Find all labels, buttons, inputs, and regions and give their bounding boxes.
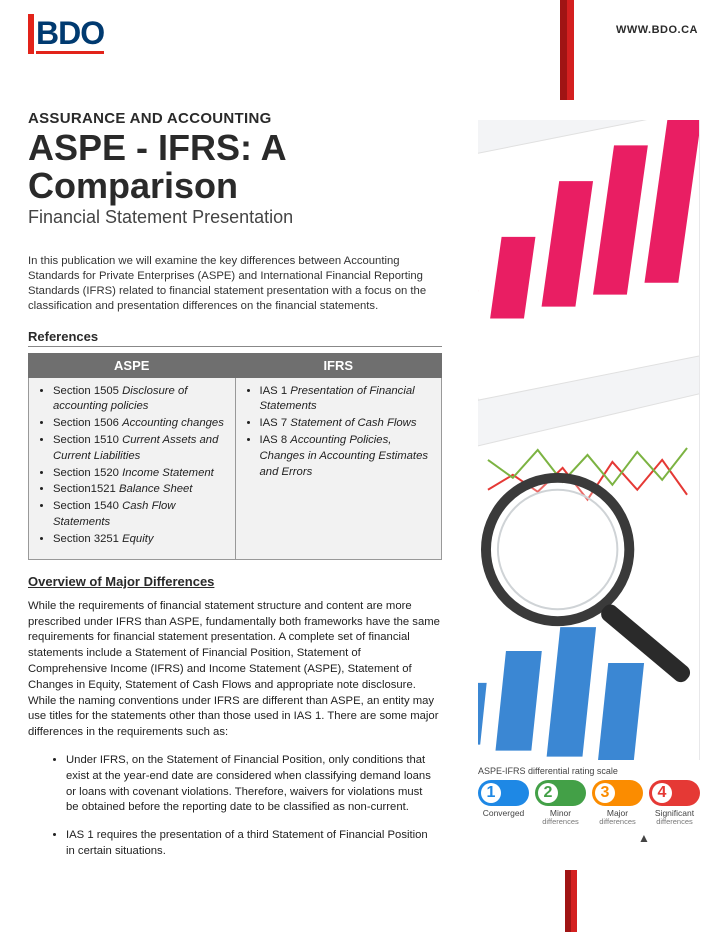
table-row: IAS 7 Statement of Cash Flows: [260, 416, 434, 432]
rating-label: Converged: [478, 809, 529, 818]
aspe-cell: Section 1505 Disclosure of accounting po…: [29, 377, 236, 559]
intro-paragraph: In this publication we will examine the …: [28, 254, 442, 315]
rating-sublabel: differences: [535, 818, 586, 826]
rating-scale: ASPE-IFRS differential rating scale 1 Con…: [478, 766, 700, 845]
rating-scale-title: ASPE-IFRS differential rating scale: [478, 766, 700, 776]
overview-body: While the requirements of financial stat…: [28, 599, 442, 741]
pretitle: ASSURANCE AND ACCOUNTING: [28, 110, 442, 127]
red-top-accent: [560, 0, 574, 100]
logo-accent-bar: [28, 14, 34, 54]
site-url: WWW.BDO.CA: [616, 24, 698, 36]
table-col-aspe: ASPE: [29, 353, 236, 377]
brand-logo: BDO: [28, 14, 104, 54]
table-row: Section 1506 Accounting changes: [53, 416, 227, 432]
table-row: IAS 1 Presentation of Financial Statemen…: [260, 384, 434, 416]
rating-bubble: 3: [592, 780, 643, 806]
red-bottom-accent: [565, 870, 577, 932]
page-subtitle: Financial Statement Presentation: [28, 207, 442, 228]
rating-number: 3: [595, 783, 615, 803]
table-row: Section 1505 Disclosure of accounting po…: [53, 384, 227, 416]
table-row: Section1521 Balance Sheet: [53, 482, 227, 498]
table-row: IAS 8 Accounting Policies, Changes in Ac…: [260, 433, 434, 480]
table-row: Section 1540 Cash Flow Statements: [53, 499, 227, 531]
rating-scale-item: 3Majordifferences: [592, 780, 643, 827]
references-heading: References: [28, 329, 442, 347]
list-item: IAS 1 requires the presentation of a thi…: [66, 828, 442, 860]
hero-svg: [478, 120, 699, 760]
overview-heading: Overview of Major Differences: [28, 574, 442, 589]
rating-bubble: 1: [478, 780, 529, 806]
rating-scale-item: 1 Converged: [478, 780, 529, 827]
rating-number: 4: [652, 783, 672, 803]
rating-number: 1: [481, 783, 501, 803]
table-row: Section 3251 Equity: [53, 532, 227, 548]
logo-text: BDO: [36, 17, 104, 54]
ifrs-cell: IAS 1 Presentation of Financial Statemen…: [235, 377, 442, 559]
rating-sublabel: differences: [592, 818, 643, 826]
rating-sublabel: differences: [649, 818, 700, 826]
rating-scale-item: 4Significantdifferences: [649, 780, 700, 827]
table-col-ifrs: IFRS: [235, 353, 442, 377]
rating-scale-item: 2Minordifferences: [535, 780, 586, 827]
rating-scale-pointer: ▲: [588, 831, 700, 845]
rating-bubble: 2: [535, 780, 586, 806]
overview-bullets: Under IFRS, on the Statement of Financia…: [28, 753, 442, 860]
rating-bubble: 4: [649, 780, 700, 806]
references-table: ASPE IFRS Section 1505 Disclosure of acc…: [28, 353, 442, 560]
table-row: Section 1510 Current Assets and Current …: [53, 433, 227, 465]
rating-number: 2: [538, 783, 558, 803]
list-item: Under IFRS, on the Statement of Financia…: [66, 753, 442, 816]
main-column: ASSURANCE AND ACCOUNTING ASPE - IFRS: A …: [0, 0, 460, 932]
page-title: ASPE - IFRS: A Comparison: [28, 129, 442, 205]
hero-illustration: [478, 120, 700, 760]
table-row: Section 1520 Income Statement: [53, 466, 227, 482]
